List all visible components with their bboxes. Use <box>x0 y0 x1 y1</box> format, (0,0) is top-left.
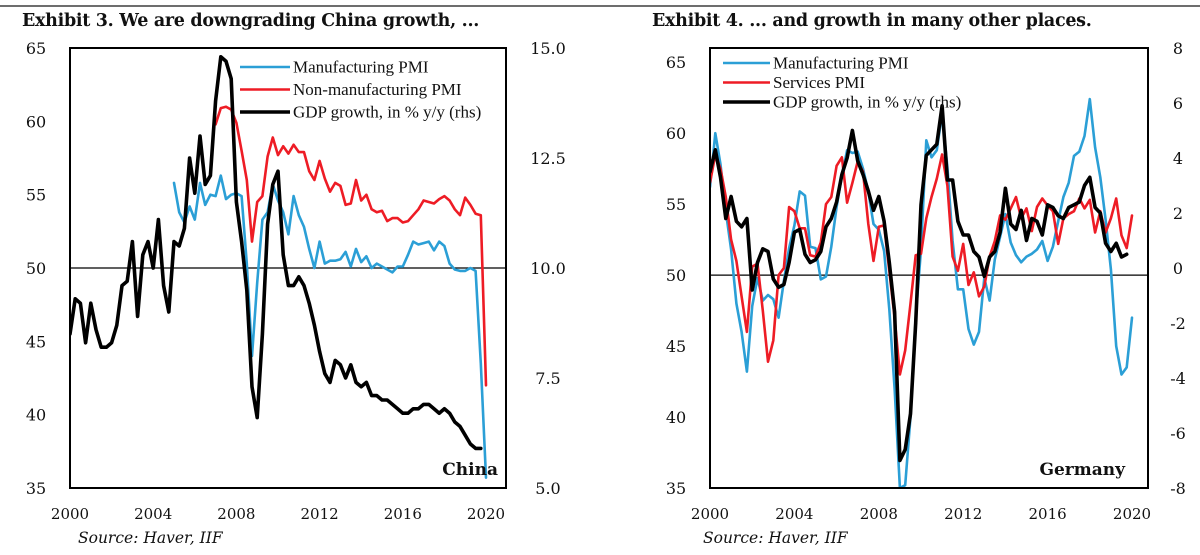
y-left-tick-label: 40 <box>26 406 46 425</box>
legend: Manufacturing PMI Non-manufacturing PMI GD… <box>240 58 481 122</box>
x-tick-label: 2004 <box>134 505 172 523</box>
y-left-tick-label: 50 <box>666 266 686 285</box>
x-tick-label: 2012 <box>301 505 339 523</box>
x-tick-label: 2008 <box>217 505 255 523</box>
y-left-tick-label: 60 <box>666 124 686 143</box>
y-right-tick-label: 15.0 <box>530 39 566 58</box>
series-line-gdp-growth-in-y-y-rhs <box>70 54 483 451</box>
x-tick-label: 2000 <box>691 505 729 523</box>
x-tick-label: 2016 <box>384 505 422 523</box>
source-note-germany: Source: Haver, IIF <box>703 529 848 547</box>
y-left-tick-label: 65 <box>26 39 46 58</box>
y-right-tick-label: -8 <box>1170 479 1186 498</box>
chart-germany: 35 40 45 50 55 60 65 -8 -6 -4 -2 0 2 4 6 8 2000 2004 2008 2… <box>666 39 1186 523</box>
x-tick-label: 2012 <box>944 505 982 523</box>
y-right-tick-label: 8 <box>1173 39 1183 58</box>
y-right-tick-label: -6 <box>1170 424 1186 443</box>
legend-label: Manufacturing PMI <box>293 58 429 77</box>
y-left-tick-label: 50 <box>26 259 46 278</box>
top-rule <box>0 5 1200 7</box>
legend-label: Manufacturing PMI <box>773 54 909 73</box>
series-line-manufacturing-pmi <box>710 97 1134 488</box>
x-tick-label: 2020 <box>467 505 505 523</box>
x-tick-label: 2000 <box>51 505 89 523</box>
y-right-tick-label: 12.5 <box>530 149 566 168</box>
y-left-tick-label: 45 <box>666 337 686 356</box>
y-right-tick-label: -2 <box>1170 314 1186 333</box>
series-line-manufacturing-pmi <box>172 174 488 480</box>
series-line-non-manufacturing-pmi <box>214 105 488 387</box>
y-right-tick-label: 0 <box>1173 259 1183 278</box>
y-left-tick-label: 55 <box>666 195 686 214</box>
y-right-tick-label: 6 <box>1173 94 1183 113</box>
legend-label: GDP growth, in % y/y (rhs) <box>773 93 961 112</box>
y-left-tick-label: 55 <box>26 186 46 205</box>
legend-label: Non-manufacturing PMI <box>293 80 462 99</box>
x-tick-label: 2004 <box>775 505 813 523</box>
y-right-tick-label: -4 <box>1170 369 1186 388</box>
chart-china: 35 40 45 50 55 60 65 5.0 7.5 10.0 12.5 15.0 2000 2004… <box>26 39 566 523</box>
chart-title-germany: Exhibit 4. ... and growth in many other … <box>652 11 1092 31</box>
source-note-china: Source: Haver, IIF <box>78 529 223 547</box>
y-left-tick-label: 40 <box>666 408 686 427</box>
series-line-services-pmi <box>710 153 1134 376</box>
x-tick-label: 2008 <box>860 505 898 523</box>
panel-label-germany: Germany <box>1039 460 1126 480</box>
y-right-tick-label: 5.0 <box>535 479 560 498</box>
y-right-tick-label: 4 <box>1173 149 1183 168</box>
x-tick-label: 2016 <box>1029 505 1067 523</box>
x-tick-label: 2020 <box>1113 505 1151 523</box>
y-left-tick-label: 65 <box>666 53 686 72</box>
panel-label-china: China <box>442 460 498 480</box>
y-left-tick-label: 60 <box>26 112 46 131</box>
y-right-tick-label: 2 <box>1173 204 1183 223</box>
y-left-tick-label: 45 <box>26 332 46 351</box>
chart-title-china: Exhibit 3. We are downgrading China grow… <box>22 11 480 31</box>
series-line-gdp-growth-in-y-y-rhs <box>710 104 1129 463</box>
legend-label: Services PMI <box>773 73 865 92</box>
y-right-tick-label: 10.0 <box>530 259 566 278</box>
legend-label: GDP growth, in % y/y (rhs) <box>293 103 481 122</box>
plot-frame <box>709 47 1149 489</box>
y-right-tick-label: 7.5 <box>535 369 560 388</box>
y-left-tick-label: 35 <box>666 479 686 498</box>
plot-frame <box>69 47 507 489</box>
y-left-tick-label: 35 <box>26 479 46 498</box>
